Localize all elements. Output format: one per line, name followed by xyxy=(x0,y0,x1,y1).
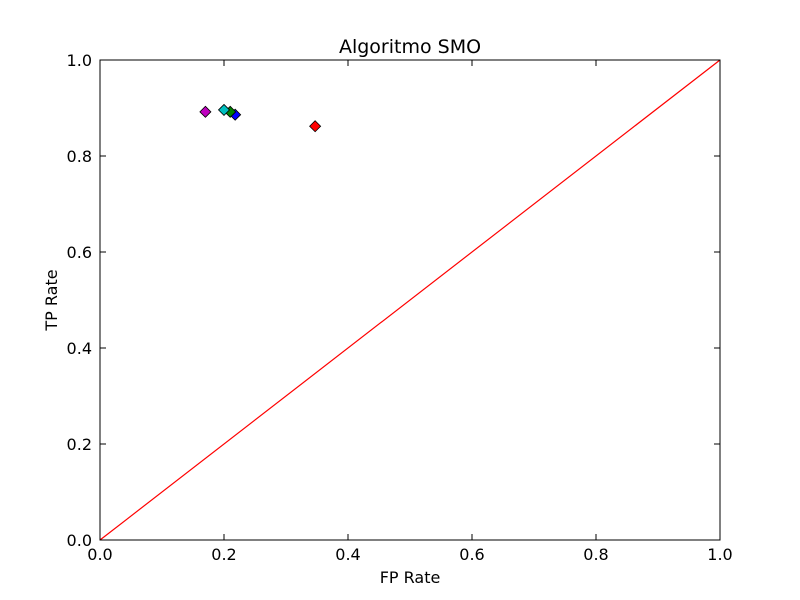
y-tick-label: 1.0 xyxy=(67,51,92,70)
x-tick-label: 0.2 xyxy=(211,545,236,564)
x-tick-label: 0.6 xyxy=(459,545,484,564)
data-point-diamond xyxy=(217,103,231,116)
y-tick-label: 0.0 xyxy=(67,531,92,550)
plot-area xyxy=(99,59,721,541)
chart-title: Algoritmo SMO xyxy=(339,36,481,58)
x-tick-label: 0.0 xyxy=(87,545,112,564)
x-tick-label: 0.4 xyxy=(335,545,360,564)
data-points xyxy=(199,103,322,133)
y-axis-label: TP Rate xyxy=(42,269,61,331)
y-tick-label: 0.8 xyxy=(67,147,92,166)
y-axis-ticks: 0.0 0.2 0.4 0.6 0.8 1.0 xyxy=(67,51,720,550)
data-point-diamond xyxy=(309,120,322,133)
y-tick-label: 0.2 xyxy=(67,435,92,454)
x-axis-label: FP Rate xyxy=(380,568,441,587)
data-point-diamond xyxy=(199,105,212,118)
x-tick-label: 1.0 xyxy=(707,545,732,564)
plot-frame xyxy=(99,59,721,541)
x-axis-ticks: 0.0 0.2 0.4 0.6 0.8 1.0 xyxy=(87,60,733,564)
y-tick-label: 0.6 xyxy=(67,243,92,262)
y-tick-label: 0.4 xyxy=(67,339,92,358)
x-tick-label: 0.8 xyxy=(583,545,608,564)
reference-diagonal-line xyxy=(99,59,721,541)
